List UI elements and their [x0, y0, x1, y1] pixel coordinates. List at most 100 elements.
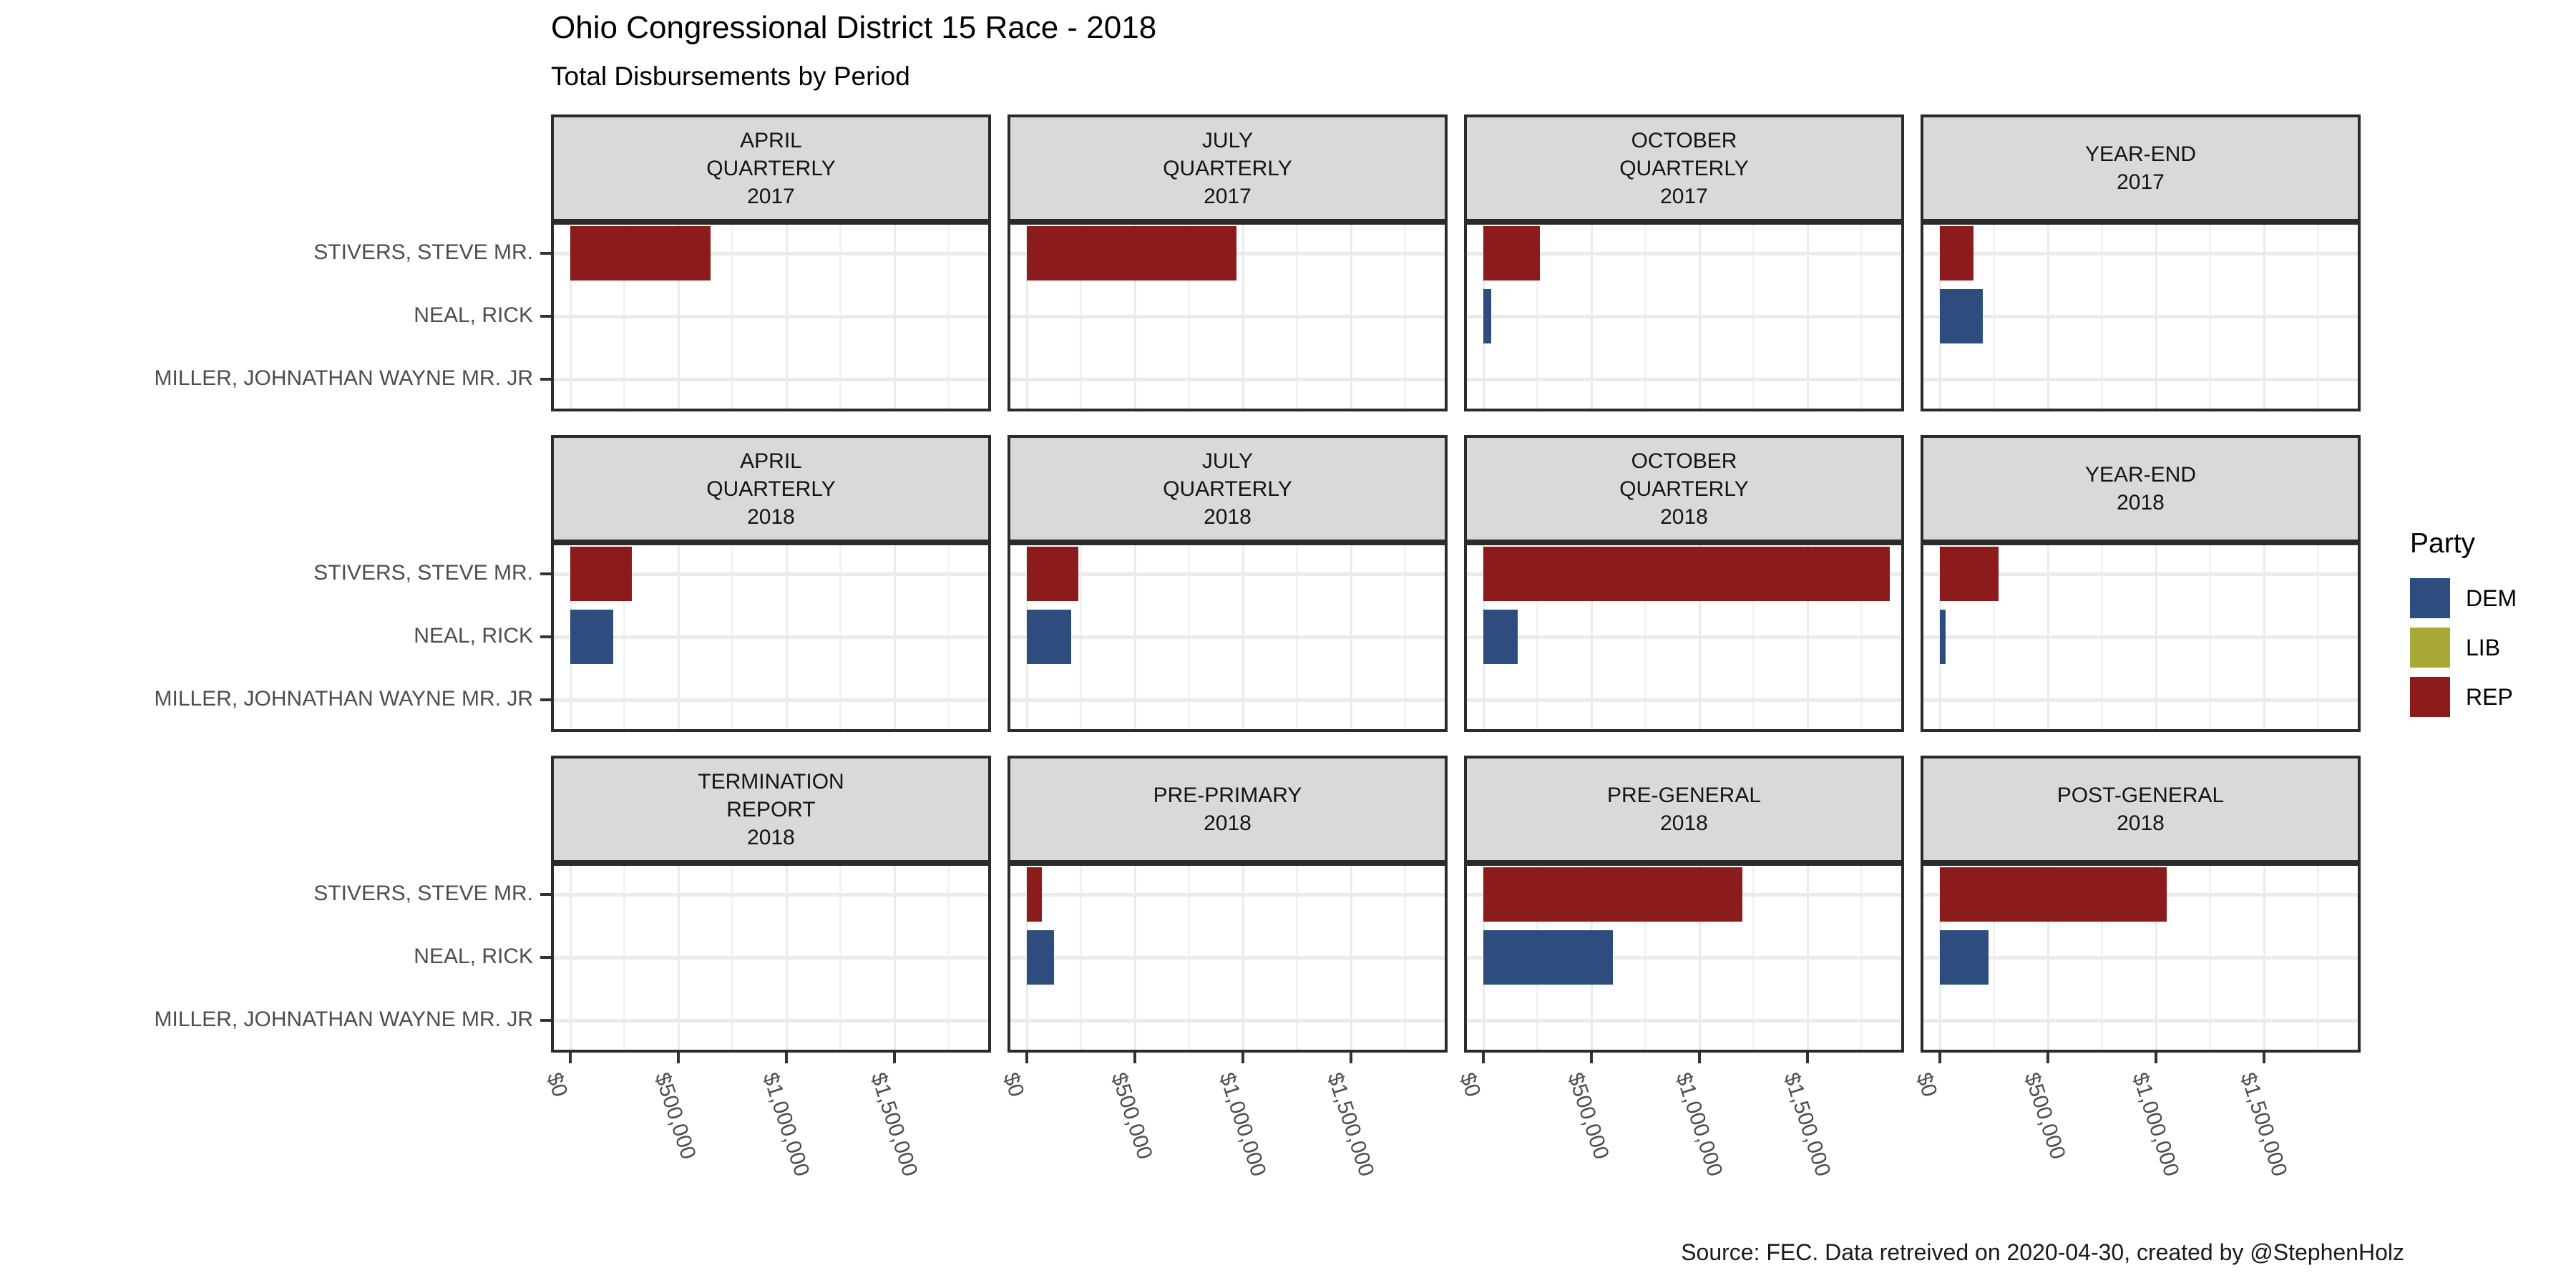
x-tick-label: $500,000	[650, 1070, 701, 1163]
y-tick	[540, 1019, 551, 1022]
x-tick	[1938, 1053, 1941, 1063]
gridline-h-major	[554, 698, 988, 702]
page-subtitle: Total Disbursements by Period	[551, 62, 910, 91]
x-tick	[2046, 1053, 2049, 1063]
y-axis-label: MILLER, JOHNATHAN WAYNE MR. JR	[154, 687, 533, 711]
x-tick-label: $0	[998, 1070, 1029, 1100]
facet-strip: OCTOBER QUARTERLY 2017	[1464, 114, 1904, 222]
x-tick-label: $1,500,000	[1322, 1070, 1379, 1180]
x-tick-label: $500,000	[2019, 1070, 2070, 1163]
facet-strip-label-line: 2017	[1660, 184, 1708, 208]
gridline-h-major	[1010, 315, 1445, 318]
gridline-h-major	[1010, 956, 1445, 960]
gridline-h-major	[1923, 1019, 2358, 1023]
x-tick	[677, 1053, 680, 1063]
gridline-h-major	[1010, 378, 1445, 381]
y-tick	[540, 698, 551, 701]
facet-panel	[551, 863, 991, 1053]
bar-dem	[1940, 610, 1946, 664]
facet-panel	[1008, 863, 1448, 1053]
gridline-h-major	[1923, 572, 2358, 576]
bar-rep	[1483, 226, 1540, 280]
facet-strip: TERMINATION REPORT 2018	[551, 756, 991, 863]
x-tick	[1698, 1053, 1701, 1063]
gridline-h-major	[554, 378, 988, 381]
x-tick-label: $1,000,000	[2127, 1070, 2184, 1180]
gridline-h-major	[1010, 893, 1445, 897]
facet-strip-label-line: JULY	[1201, 449, 1254, 473]
facet-strip-label-line: 2018	[1204, 811, 1252, 835]
bar-dem	[1483, 289, 1491, 343]
bar-rep	[1483, 547, 1890, 601]
facet-strip-label-line: YEAR-END	[2084, 463, 2197, 487]
gridline-h-major	[1010, 698, 1445, 702]
page-title: Ohio Congressional District 15 Race - 20…	[551, 10, 1157, 45]
x-tick-label: $1,000,000	[758, 1070, 814, 1180]
facet-strip-label-line: PRE-PRIMARY	[1153, 784, 1302, 807]
facet-strip-label-line: PRE-GENERAL	[1606, 784, 1762, 807]
bar-dem	[570, 610, 614, 664]
gridline-h-major	[1010, 572, 1445, 576]
x-tick	[1025, 1053, 1028, 1063]
facet-strip: APRIL QUARTERLY 2018	[551, 435, 991, 542]
facet-strip-label-line: QUARTERLY	[1619, 156, 1749, 180]
gridline-h-major	[1010, 635, 1445, 639]
gridline-h-major	[1467, 956, 1901, 960]
legend-item-lib: LIB	[2410, 628, 2517, 668]
y-axis-label: NEAL, RICK	[414, 624, 533, 648]
facet-panel	[551, 222, 991, 411]
x-tick	[1241, 1053, 1244, 1063]
gridline-h-major	[1923, 698, 2358, 702]
y-axis-label: STIVERS, STEVE MR.	[313, 561, 533, 585]
legend-swatch-lib	[2410, 628, 2450, 668]
facet-strip-label-line: POST-GENERAL	[2057, 784, 2225, 807]
x-tick-label: $500,000	[1106, 1070, 1157, 1163]
legend: Party DEM LIB REP	[2410, 528, 2517, 726]
gridline-h-major	[1467, 698, 1901, 702]
gridline-h-major	[554, 1019, 988, 1023]
gridline-h-major	[1467, 252, 1901, 255]
y-tick	[540, 893, 551, 896]
facet-strip-label-line: QUARTERLY	[1163, 156, 1292, 180]
facet-strip-label-line: 2018	[2117, 491, 2165, 514]
x-tick-label: $1,000,000	[1214, 1070, 1271, 1180]
legend-label-dem: DEM	[2466, 585, 2517, 611]
bar-rep	[570, 226, 711, 280]
facet-strip-label-line: 2017	[2117, 170, 2165, 194]
legend-items: DEM LIB REP	[2410, 578, 2517, 717]
gridline-h-major	[554, 635, 988, 639]
y-axis-label: STIVERS, STEVE MR.	[313, 882, 533, 905]
x-tick	[569, 1053, 572, 1063]
x-tick	[2155, 1053, 2157, 1063]
facet-panel	[1921, 222, 2361, 411]
facet-strip-label-line: QUARTERLY	[1619, 477, 1749, 501]
facet-strip: POST-GENERAL 2018	[1921, 756, 2361, 863]
gridline-h-major	[554, 315, 988, 318]
bar-rep	[1027, 867, 1043, 922]
gridline-h-major	[1467, 378, 1901, 381]
gridline-h-major	[554, 252, 988, 255]
x-tick-label: $0	[1911, 1070, 1942, 1100]
legend-swatch-dem	[2410, 578, 2450, 618]
x-tick	[1806, 1053, 1809, 1063]
gridline-h-major	[1467, 635, 1901, 639]
bar-dem	[1940, 289, 1984, 343]
x-tick	[1590, 1053, 1593, 1063]
bar-dem	[1027, 610, 1071, 664]
bar-rep	[570, 547, 633, 601]
legend-title: Party	[2410, 528, 2476, 559]
bar-rep	[1027, 547, 1079, 601]
legend-label-lib: LIB	[2466, 634, 2501, 660]
facet-panel	[1008, 542, 1448, 732]
legend-item-dem: DEM	[2410, 578, 2517, 618]
x-tick	[1350, 1053, 1352, 1063]
facet-strip-label-line: 2018	[747, 504, 795, 529]
facet-panel	[1921, 542, 2361, 732]
facet-strip-label-line: 2017	[1204, 184, 1252, 208]
y-tick	[540, 635, 551, 638]
facet-strip-label-line: OCTOBER	[1631, 449, 1737, 473]
x-tick	[2263, 1053, 2265, 1063]
y-tick	[540, 252, 551, 255]
facet-panel	[1464, 863, 1904, 1053]
